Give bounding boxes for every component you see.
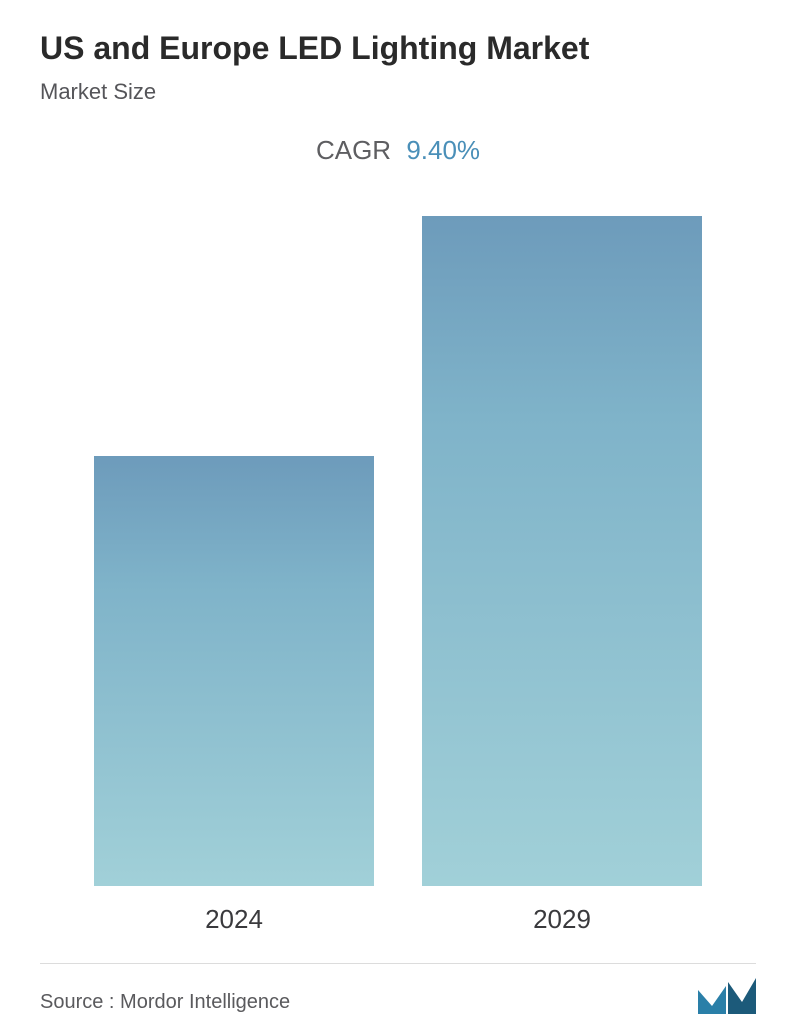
- mordor-logo-icon: [698, 978, 756, 1014]
- bar-2029: [422, 216, 702, 886]
- cagr-indicator: CAGR 9.40%: [40, 135, 756, 166]
- cagr-value: 9.40%: [406, 135, 480, 165]
- bar-label-1: 2029: [422, 904, 702, 935]
- bar-2024: [94, 456, 374, 886]
- bar-group-1: [422, 216, 702, 886]
- page-title: US and Europe LED Lighting Market: [40, 30, 756, 67]
- x-axis-labels: 2024 2029: [40, 886, 756, 935]
- bar-chart: [40, 196, 756, 886]
- page-subtitle: Market Size: [40, 79, 756, 105]
- cagr-label: CAGR: [316, 135, 391, 165]
- chart-footer: Source : Mordor Intelligence: [40, 963, 756, 1014]
- bar-label-0: 2024: [94, 904, 374, 935]
- source-attribution: Source : Mordor Intelligence: [40, 991, 290, 1014]
- bar-group-0: [94, 456, 374, 886]
- source-name: Mordor Intelligence: [120, 991, 290, 1013]
- source-label: Source :: [40, 991, 114, 1013]
